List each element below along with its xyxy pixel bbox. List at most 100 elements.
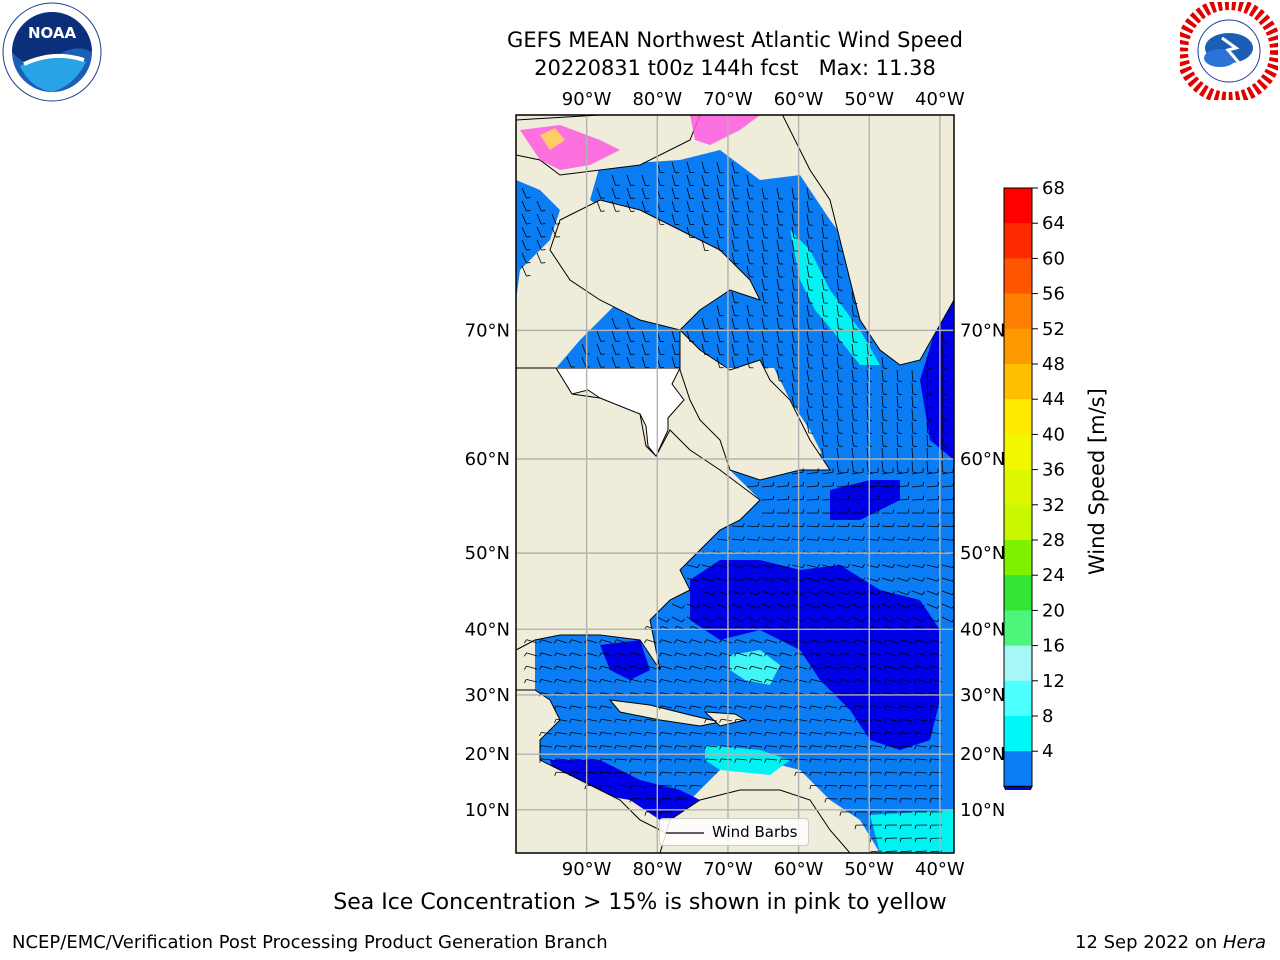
wind-barb (806, 291, 813, 304)
wind-barb (821, 382, 828, 395)
wind-barb (791, 369, 799, 382)
wind-barb (824, 652, 838, 657)
atlantic-water (516, 450, 954, 853)
wind-barb (746, 213, 754, 226)
wind-barb (686, 563, 700, 569)
wind-barb (926, 468, 939, 475)
wind-barb (776, 278, 784, 291)
wind-barb (764, 731, 778, 737)
wind-barb (761, 200, 769, 213)
wind-barb (731, 200, 739, 213)
wind-barb (734, 639, 748, 644)
wind-barb (884, 731, 898, 737)
wind-barb (569, 731, 583, 737)
wind-barb (926, 616, 940, 623)
wind-barb (809, 745, 823, 750)
wind-barb (851, 291, 858, 304)
wind-barb (821, 226, 828, 239)
wind-barb (881, 522, 895, 528)
wind-barb (776, 563, 790, 569)
low-wind-region-north (830, 480, 900, 520)
wind-barb (776, 577, 790, 582)
wind-barb (806, 226, 813, 239)
wind-barb (836, 356, 843, 369)
wind-barb (806, 522, 820, 528)
wind-barb (776, 239, 784, 252)
high-wind-region-labrador (790, 230, 880, 365)
wind-barb (686, 161, 694, 173)
wind-barb (941, 616, 954, 623)
wind-barb (869, 824, 883, 830)
wind-barb (731, 187, 739, 200)
wind-barb (881, 408, 888, 421)
wind-barb (614, 745, 628, 750)
wind-barb (641, 187, 650, 199)
wind-barb (809, 665, 823, 670)
wind-barb (851, 616, 865, 623)
wind-barb (566, 356, 576, 368)
wind-barb (716, 239, 724, 252)
wind-barb (836, 343, 843, 356)
wind-barb (731, 252, 739, 265)
wind-barb (776, 330, 784, 343)
wind-barb (734, 745, 748, 750)
wind-barb (674, 798, 688, 803)
wind-barb (554, 745, 568, 750)
wind-barb (821, 239, 828, 252)
graticule (516, 115, 954, 853)
wind-barb (806, 590, 820, 596)
wind-barb (614, 758, 628, 763)
wind-barb (521, 187, 531, 199)
wind-barb (611, 200, 620, 212)
wind-barb (911, 481, 924, 488)
wind-barb (791, 343, 799, 356)
wind-barb (749, 745, 763, 750)
wind-barb (659, 784, 673, 790)
wind-barb (836, 563, 850, 569)
wind-barb (851, 395, 858, 408)
wind-barb (626, 343, 635, 355)
wind-barb (746, 304, 754, 317)
colorbar-segment (1004, 540, 1032, 576)
wind-barb (536, 226, 546, 238)
wind-barb (791, 200, 799, 213)
wind-barb (644, 798, 658, 803)
wind-barb (791, 495, 805, 501)
wind-barb (914, 798, 928, 803)
wind-barb (824, 665, 838, 670)
wind-barb (824, 678, 838, 684)
wind-barb (584, 705, 598, 710)
wind-barb (854, 678, 868, 684)
colorbar-segment (1004, 575, 1032, 611)
wind-barb (584, 731, 598, 737)
wind-barb (644, 718, 658, 723)
wind-barb (671, 616, 685, 623)
wind-barb (761, 291, 769, 304)
lon-label-top: 90°W (562, 89, 612, 110)
north-america-land (516, 367, 761, 671)
wind-barb (701, 174, 709, 187)
wind-barb (644, 771, 658, 776)
wind-barb (806, 187, 813, 200)
wind-barb (671, 161, 680, 173)
wind-barb (746, 187, 754, 200)
wind-barb (539, 745, 553, 750)
wind-barb (899, 811, 913, 816)
wind-barb (719, 665, 733, 670)
wind-barb (911, 536, 925, 541)
wind-barb (599, 705, 613, 710)
wind-barb (719, 758, 733, 763)
wind-barb (749, 639, 763, 644)
wind-barb (806, 278, 813, 291)
wind-barb (761, 226, 769, 239)
wind-barb (911, 468, 924, 475)
wind-barb (686, 577, 700, 582)
wind-barb (644, 665, 658, 670)
wind-barb (836, 317, 843, 330)
wind-barb (941, 382, 947, 396)
wind-barb (821, 265, 828, 278)
wind-barb (731, 590, 745, 596)
wind-barb (836, 408, 843, 421)
map-frame (515, 114, 955, 854)
wind-barb (791, 317, 799, 330)
